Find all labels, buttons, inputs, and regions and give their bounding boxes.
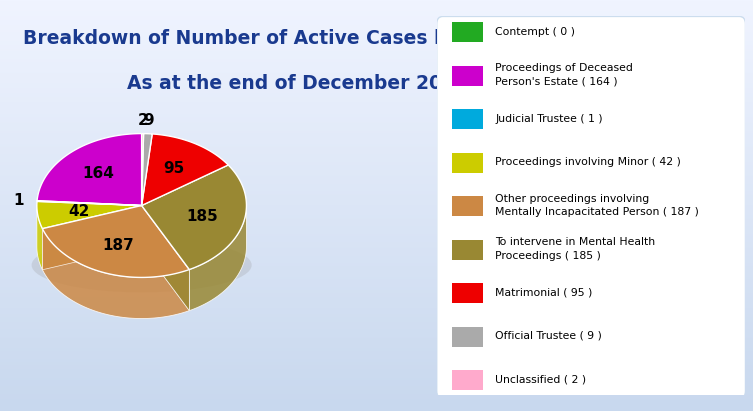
Polygon shape [142,134,228,206]
Polygon shape [37,201,142,206]
Polygon shape [37,134,142,206]
Bar [452,109,483,129]
Polygon shape [142,206,189,311]
Polygon shape [42,206,142,270]
Bar [452,284,483,303]
Bar [452,196,483,216]
Text: Breakdown of Number of Active Cases by Case Type: Breakdown of Number of Active Cases by C… [23,29,572,48]
Polygon shape [42,206,142,270]
Ellipse shape [32,238,252,293]
Text: To intervene in Mental Health: To intervene in Mental Health [495,237,656,247]
Text: 1: 1 [13,193,23,208]
Bar [452,370,483,390]
Bar [452,153,483,173]
Text: 187: 187 [102,238,134,253]
Polygon shape [142,165,246,270]
FancyBboxPatch shape [437,16,745,398]
Bar [452,327,483,346]
Text: 2: 2 [137,113,148,128]
Text: Proceedings of Deceased: Proceedings of Deceased [495,63,633,73]
Text: Judicial Trustee ( 1 ): Judicial Trustee ( 1 ) [495,113,603,124]
Polygon shape [142,134,152,206]
Text: Official Trustee ( 9 ): Official Trustee ( 9 ) [495,331,602,341]
Text: Proceedings ( 185 ): Proceedings ( 185 ) [495,251,602,261]
Bar [452,240,483,260]
Polygon shape [42,229,189,319]
Text: 42: 42 [69,204,90,219]
Polygon shape [42,206,189,277]
Text: 185: 185 [187,209,218,224]
Text: Contempt ( 0 ): Contempt ( 0 ) [495,27,575,37]
Bar [452,66,483,85]
Text: Person's Estate ( 164 ): Person's Estate ( 164 ) [495,77,618,87]
Text: Matrimonial ( 95 ): Matrimonial ( 95 ) [495,287,593,298]
Polygon shape [37,205,42,270]
Text: 95: 95 [163,161,184,176]
Polygon shape [142,134,144,206]
Text: Other proceedings involving: Other proceedings involving [495,194,650,204]
Text: Unclassified ( 2 ): Unclassified ( 2 ) [495,374,587,384]
Polygon shape [37,201,142,229]
Polygon shape [142,206,189,311]
Text: Proceedings involving Minor ( 42 ): Proceedings involving Minor ( 42 ) [495,157,681,167]
Text: 9: 9 [144,113,154,128]
Text: Mentally Incapacitated Person ( 187 ): Mentally Incapacitated Person ( 187 ) [495,207,700,217]
Bar [452,23,483,42]
Polygon shape [189,206,246,311]
Text: 164: 164 [83,166,114,182]
Text: As at the end of December 2024: As at the end of December 2024 [127,74,468,93]
